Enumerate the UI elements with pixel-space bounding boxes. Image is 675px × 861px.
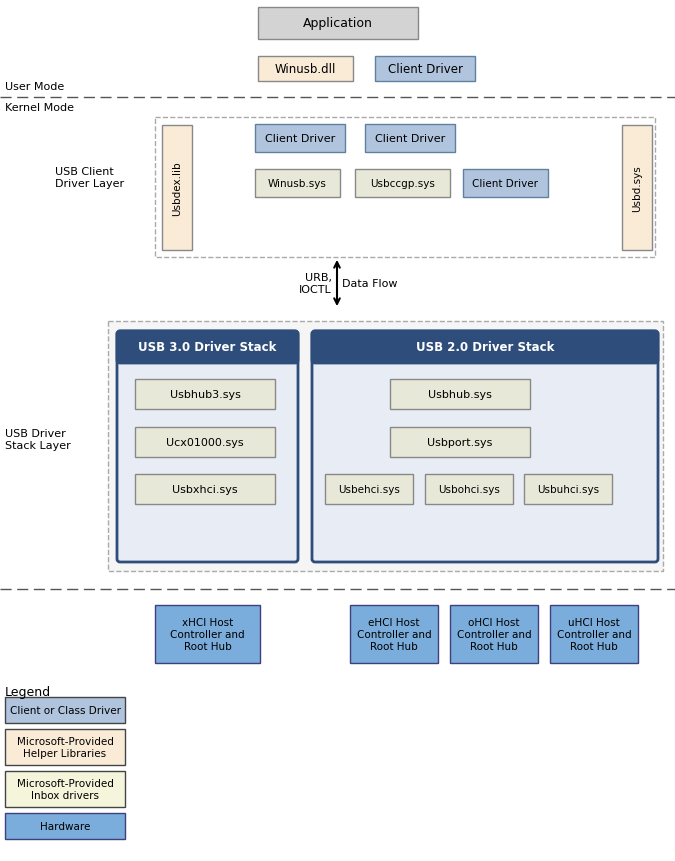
Text: Usbxhci.sys: Usbxhci.sys [172,485,238,494]
Text: Usbohci.sys: Usbohci.sys [438,485,500,494]
Text: Usbuhci.sys: Usbuhci.sys [537,485,599,494]
FancyBboxPatch shape [312,331,658,363]
FancyBboxPatch shape [5,729,125,765]
FancyBboxPatch shape [550,605,638,663]
Text: Kernel Mode: Kernel Mode [5,102,74,113]
FancyBboxPatch shape [312,331,658,562]
Text: Microsoft-Provided
Inbox drivers: Microsoft-Provided Inbox drivers [17,778,113,800]
FancyBboxPatch shape [258,8,418,40]
Text: USB Driver
Stack Layer: USB Driver Stack Layer [5,429,71,450]
FancyBboxPatch shape [350,605,438,663]
Text: Client Driver: Client Driver [387,63,462,76]
FancyBboxPatch shape [255,125,345,152]
FancyBboxPatch shape [450,605,538,663]
FancyBboxPatch shape [390,380,530,410]
FancyBboxPatch shape [108,322,663,572]
Text: Client Driver: Client Driver [375,133,445,144]
Text: Winusb.dll: Winusb.dll [275,63,336,76]
Text: uHCI Host
Controller and
Root Hub: uHCI Host Controller and Root Hub [557,617,631,651]
Text: Application: Application [303,17,373,30]
Text: Winusb.sys: Winusb.sys [268,179,327,189]
FancyBboxPatch shape [258,57,353,82]
FancyBboxPatch shape [155,605,260,663]
FancyBboxPatch shape [117,331,298,562]
FancyBboxPatch shape [325,474,413,505]
FancyBboxPatch shape [365,125,455,152]
Text: Client Driver: Client Driver [472,179,539,189]
Text: User Mode: User Mode [5,82,64,92]
Text: Client or Class Driver: Client or Class Driver [9,705,121,715]
Text: Ucx01000.sys: Ucx01000.sys [166,437,244,448]
Text: Data Flow: Data Flow [342,279,398,288]
Text: USB 2.0 Driver Stack: USB 2.0 Driver Stack [416,341,554,354]
Text: Usbehci.sys: Usbehci.sys [338,485,400,494]
FancyBboxPatch shape [117,331,298,363]
Text: Hardware: Hardware [40,821,90,831]
FancyBboxPatch shape [463,170,548,198]
Text: Usbport.sys: Usbport.sys [427,437,493,448]
FancyBboxPatch shape [255,170,340,198]
FancyBboxPatch shape [5,771,125,807]
Text: Usbccgp.sys: Usbccgp.sys [370,179,435,189]
Text: Microsoft-Provided
Helper Libraries: Microsoft-Provided Helper Libraries [17,736,113,758]
FancyBboxPatch shape [355,170,450,198]
FancyBboxPatch shape [425,474,513,505]
Text: USB Client
Driver Layer: USB Client Driver Layer [55,167,124,189]
Text: Usbhub3.sys: Usbhub3.sys [169,389,240,400]
FancyBboxPatch shape [135,380,275,410]
Text: eHCI Host
Controller and
Root Hub: eHCI Host Controller and Root Hub [356,617,431,651]
FancyBboxPatch shape [622,126,652,251]
Text: Legend: Legend [5,685,51,698]
FancyBboxPatch shape [5,813,125,839]
Text: Usbd.sys: Usbd.sys [632,165,642,212]
FancyBboxPatch shape [375,57,475,82]
Text: Client Driver: Client Driver [265,133,335,144]
FancyBboxPatch shape [135,428,275,457]
FancyBboxPatch shape [135,474,275,505]
FancyBboxPatch shape [390,428,530,457]
Text: URB,
IOCTL: URB, IOCTL [299,273,332,294]
Text: Usbhub.sys: Usbhub.sys [428,389,492,400]
Text: Usbdex.lib: Usbdex.lib [172,161,182,215]
FancyBboxPatch shape [162,126,192,251]
Text: USB 3.0 Driver Stack: USB 3.0 Driver Stack [138,341,277,354]
Text: oHCI Host
Controller and
Root Hub: oHCI Host Controller and Root Hub [457,617,531,651]
Text: xHCI Host
Controller and
Root Hub: xHCI Host Controller and Root Hub [170,617,245,651]
FancyBboxPatch shape [524,474,612,505]
FancyBboxPatch shape [5,697,125,723]
